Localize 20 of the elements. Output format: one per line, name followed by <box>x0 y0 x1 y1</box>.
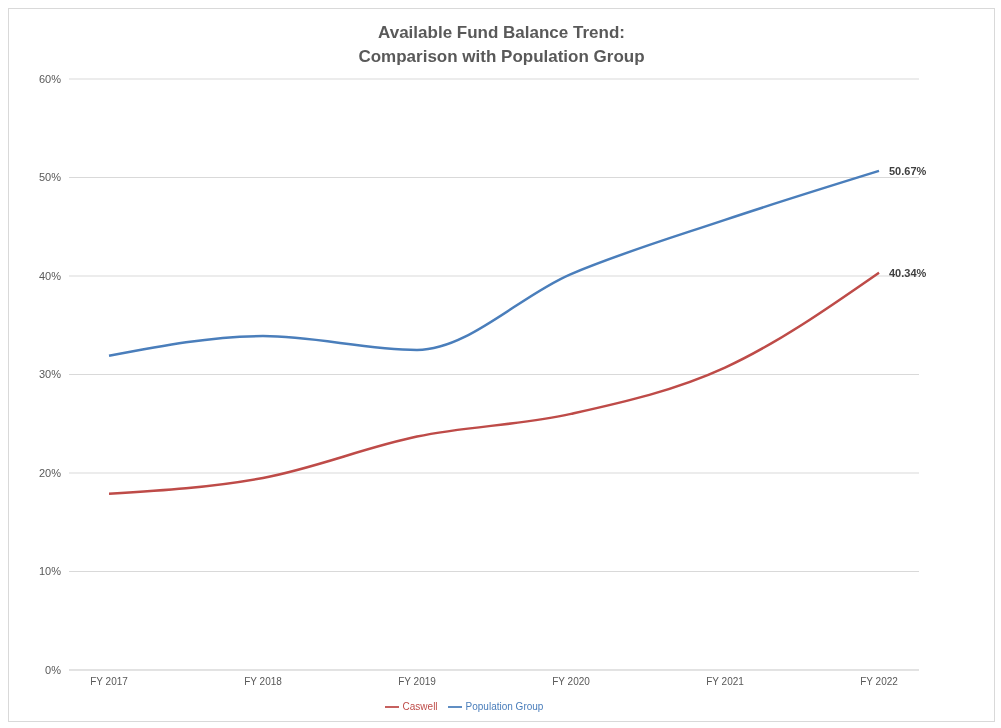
x-tick-label: FY 2017 <box>90 676 129 688</box>
x-tick-label: FY 2018 <box>244 676 283 688</box>
y-tick-label: 50% <box>38 171 62 184</box>
y-tick-label: 20% <box>38 466 62 479</box>
data-label: 50.67% <box>889 164 927 177</box>
legend-label: Population Group <box>465 700 544 712</box>
line-series <box>107 271 881 495</box>
y-tick-label: 0% <box>45 663 62 676</box>
line-series <box>107 169 881 358</box>
x-tick-label: FY 2021 <box>706 676 745 688</box>
legend-label: Caswell <box>402 700 438 712</box>
y-tick-label: 40% <box>38 269 62 282</box>
y-tick-label: 10% <box>38 565 62 578</box>
y-tick-label: 60% <box>38 72 62 85</box>
x-tick-label: FY 2022 <box>860 676 899 688</box>
x-tick-label: FY 2019 <box>398 676 437 688</box>
chart-title: Available Fund Balance Trend: Comparison with Population Group <box>357 22 646 68</box>
data-label: 40.34% <box>889 266 927 279</box>
x-tick-label: FY 2020 <box>552 676 591 688</box>
y-tick-label: 30% <box>38 368 62 381</box>
